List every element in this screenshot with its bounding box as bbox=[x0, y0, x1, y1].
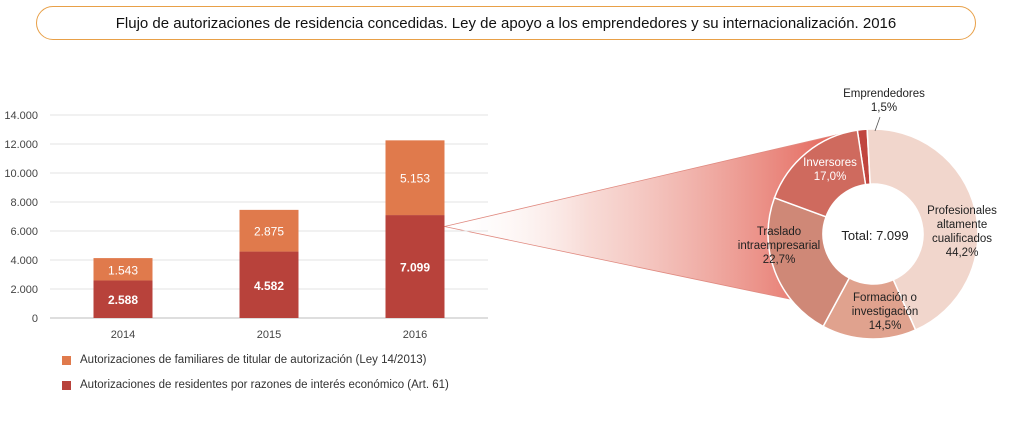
donut-label-pct: 44,2% bbox=[946, 247, 979, 259]
y-tick-label: 2.000 bbox=[10, 284, 38, 296]
donut-label-pct: 17,0% bbox=[814, 171, 847, 183]
donut-chart bbox=[767, 128, 979, 340]
chart-title: Flujo de autorizaciones de residencia co… bbox=[36, 6, 976, 40]
bar-label-familiares: 1.543 bbox=[108, 263, 138, 277]
bar-residentes bbox=[239, 251, 299, 318]
bar-residentes bbox=[385, 215, 445, 318]
donut-label-name: investigación bbox=[852, 306, 918, 318]
x-axis-ticks: 2014 2015 2016 bbox=[111, 329, 427, 341]
donut-label-name: cualificados bbox=[932, 233, 992, 245]
legend-swatch-familiares bbox=[62, 355, 71, 365]
bar-series: 2.588 1.543 4.582 2.875 7.099 5.153 bbox=[93, 140, 445, 318]
donut-label-name: Profesionales bbox=[927, 205, 997, 217]
legend-label-familiares: Autorizaciones de familiares de titular … bbox=[80, 354, 427, 366]
donut-slice bbox=[767, 196, 851, 328]
y-tick-label: 8.000 bbox=[10, 197, 38, 209]
donut-slice bbox=[866, 128, 979, 331]
bar-label-residentes: 2.588 bbox=[108, 293, 138, 307]
donut-label-name: Inversores bbox=[803, 157, 857, 169]
x-tick-label: 2015 bbox=[257, 329, 281, 341]
zoom-edge bbox=[444, 130, 856, 227]
bar-familiares bbox=[239, 209, 299, 252]
y-tick-label: 0 bbox=[32, 313, 38, 325]
donut-labels: Total: 7.099 Emprendedores 1,5% Profesional… bbox=[738, 88, 997, 332]
y-tick-label: 10.000 bbox=[4, 168, 38, 180]
donut-label-name: Formación o bbox=[853, 292, 917, 304]
y-tick-label: 14.000 bbox=[4, 110, 38, 122]
y-tick-label: 4.000 bbox=[10, 255, 38, 267]
donut-label-pct: 22,7% bbox=[763, 254, 796, 266]
legend-item-residentes: Autorizaciones de residentes por razones… bbox=[62, 379, 449, 391]
bar-residentes bbox=[93, 280, 153, 318]
zoom-edge bbox=[444, 226, 791, 300]
x-tick-label: 2016 bbox=[403, 329, 427, 341]
bar-label-residentes: 4.582 bbox=[254, 279, 284, 293]
bar-familiares bbox=[385, 140, 445, 216]
y-tick-label: 12.000 bbox=[4, 139, 38, 151]
bar-label-residentes: 7.099 bbox=[400, 261, 430, 275]
zoom-fill bbox=[444, 130, 856, 300]
donut-label-name: altamente bbox=[937, 219, 988, 231]
bar-label-familiares: 5.153 bbox=[400, 172, 430, 186]
legend-item-familiares: Autorizaciones de familiares de titular … bbox=[62, 354, 426, 366]
donut-center-label: Total: 7.099 bbox=[841, 228, 908, 243]
donut-label-name: Emprendedores bbox=[843, 88, 925, 100]
zoom-connector bbox=[444, 130, 856, 300]
y-tick-label: 6.000 bbox=[10, 226, 38, 238]
y-axis-ticks: 0 2.000 4.000 6.000 8.000 10.000 12.000 14.000 bbox=[4, 110, 38, 325]
donut-label-name: intraempresarial bbox=[738, 240, 820, 252]
donut-label-pct: 14,5% bbox=[869, 320, 902, 332]
x-tick-label: 2014 bbox=[111, 329, 135, 341]
bar-label-familiares: 2.875 bbox=[254, 225, 284, 239]
leader-line bbox=[874, 116, 881, 132]
donut-label-name: Traslado bbox=[757, 226, 801, 238]
bar-familiares bbox=[93, 258, 153, 281]
donut-label-pct: 1,5% bbox=[871, 102, 897, 114]
donut-slice bbox=[773, 129, 867, 218]
legend-label-residentes: Autorizaciones de residentes por razones… bbox=[80, 379, 449, 391]
legend-swatch-residentes bbox=[62, 380, 71, 390]
